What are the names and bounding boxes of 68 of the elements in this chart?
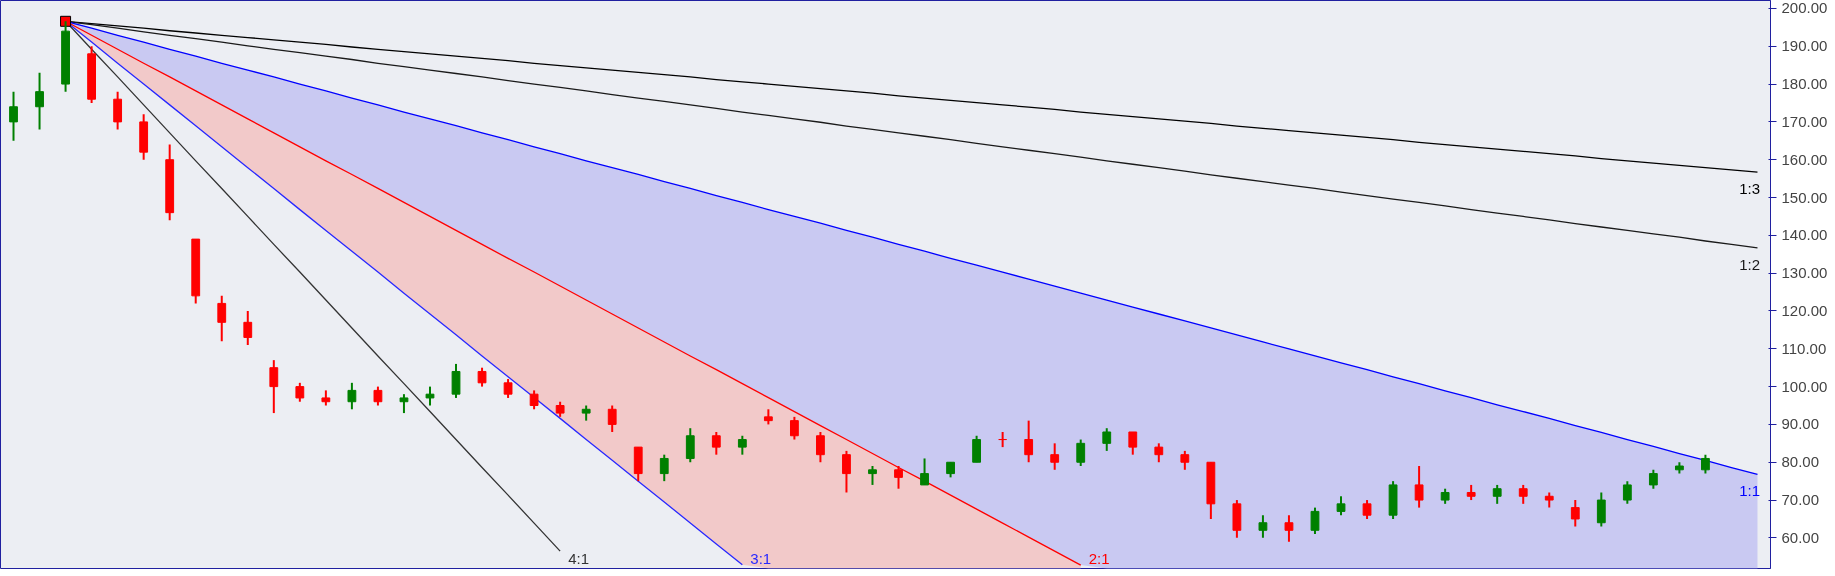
candlestick	[868, 465, 877, 486]
candlestick	[789, 415, 799, 441]
y-tick-label: 80.00	[1781, 453, 1820, 471]
candlestick	[842, 449, 851, 494]
candlestick	[1128, 430, 1138, 456]
series-label: 1:3	[1739, 180, 1760, 198]
candlestick	[1622, 480, 1632, 505]
candlestick	[113, 90, 123, 131]
y-tick-label: 180.00	[1781, 75, 1828, 93]
series-label: 2:1	[1088, 549, 1110, 567]
candlestick	[35, 71, 44, 131]
candlestick	[529, 389, 539, 411]
candlestick	[243, 309, 253, 347]
candlestick	[659, 453, 669, 483]
candlestick	[295, 381, 305, 403]
candlestick	[503, 378, 513, 399]
y-tick-label: 110.00	[1781, 339, 1827, 357]
candlestick	[1570, 499, 1580, 528]
candlestick	[711, 430, 721, 456]
candlestick	[373, 385, 383, 407]
y-tick-label: 160.00	[1781, 150, 1828, 168]
candlestick	[399, 393, 409, 415]
candlestick	[1310, 506, 1320, 536]
y-tick-label: 150.00	[1781, 188, 1828, 206]
candlestick	[1701, 453, 1710, 475]
y-tick-label: 100.00	[1781, 377, 1828, 395]
candlestick	[1362, 499, 1372, 520]
series-label: 1:2	[1739, 255, 1760, 273]
candlestick	[1258, 514, 1268, 539]
candlestick	[217, 294, 227, 343]
candlestick	[685, 427, 695, 464]
y-tick-label: 200.00	[1781, 0, 1828, 17]
candlestick	[451, 362, 461, 399]
candlestick	[737, 434, 747, 456]
candlestick	[972, 434, 982, 464]
candlestick	[269, 359, 279, 415]
candlestick	[1154, 442, 1164, 464]
y-tick-label: 70.00	[1781, 491, 1820, 509]
candlestick	[607, 404, 617, 433]
candlestick	[894, 465, 903, 490]
candlestick	[816, 430, 825, 464]
candlestick	[1102, 427, 1112, 452]
series-label: 3:1	[750, 549, 772, 567]
candlestick	[1648, 468, 1658, 490]
candlestick	[425, 385, 435, 407]
candlestick	[1180, 449, 1190, 471]
candlestick	[1050, 442, 1060, 471]
y-tick-label: 130.00	[1781, 264, 1828, 282]
candlestick	[1284, 514, 1294, 543]
candlestick	[1414, 465, 1424, 509]
y-tick-label: 120.00	[1781, 301, 1828, 319]
y-tick-label: 60.00	[1781, 528, 1820, 546]
candlestick	[347, 381, 357, 411]
candlestick	[1024, 419, 1034, 464]
y-tick-label: 170.00	[1781, 112, 1828, 130]
y-tick-label: 90.00	[1781, 415, 1820, 433]
candlestick	[477, 366, 487, 388]
y-tick-label: 140.00	[1781, 226, 1828, 244]
candlestick	[1596, 491, 1606, 528]
series-label: 4:1	[568, 549, 589, 567]
candlestick	[920, 457, 929, 486]
candlestick	[9, 90, 18, 142]
candlestick	[1336, 495, 1346, 517]
candlestick	[1076, 438, 1086, 468]
series-label: 1:1	[1739, 482, 1760, 500]
y-tick-label: 190.00	[1781, 37, 1828, 55]
candlestick	[1492, 483, 1502, 505]
candlestick	[1518, 483, 1528, 505]
